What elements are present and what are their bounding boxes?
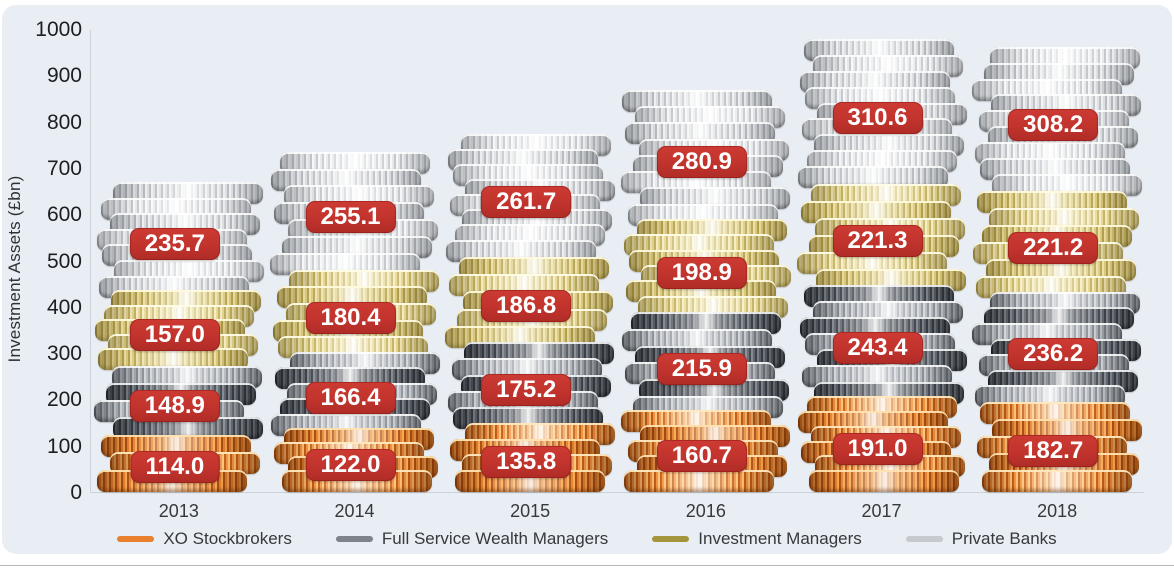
value-badge: 221.3 (832, 224, 923, 257)
legend-item: Investment Managers (652, 529, 862, 549)
silver-coin (446, 239, 597, 262)
value-badge: 166.4 (305, 382, 396, 414)
plot-area: 0 100 200 300 400 500 600 700 800 900 1000 2013 2014… (35, 19, 1144, 521)
silver-coin (279, 151, 430, 174)
value-badge: 122.0 (305, 448, 396, 481)
dark-silver-coin (975, 385, 1126, 408)
chart-panel: Investment Assets (£bn) 0 100 200 300 400 500… (2, 5, 1172, 554)
gold-coin (800, 200, 951, 223)
legend: XO Stockbrokers Full Service Wealth Manag… (2, 529, 1172, 549)
value-badge: 280.9 (656, 145, 747, 178)
coin-stack: 135.8 175.2 186.8 261.7 (445, 133, 616, 492)
value-badge: 135.8 (481, 445, 572, 478)
legend-swatch-icon (652, 536, 690, 542)
silver-coin (269, 252, 420, 275)
y-tick-label: 700 (46, 156, 82, 180)
y-tick-label: 800 (46, 110, 82, 134)
y-tick-label: 900 (46, 64, 82, 88)
y-tick-label: 500 (46, 249, 82, 273)
x-tick-label: 2015 (510, 501, 551, 521)
legend-swatch-icon (335, 536, 373, 542)
x-tick-label: 2018 (1037, 501, 1078, 521)
y-tick-label: 300 (46, 342, 82, 366)
coin-stack: 122.0 166.4 180.4 255.1 (269, 151, 440, 492)
silver-coin (270, 168, 421, 191)
coin-stack: 182.7 236.2 221.2 308.2 (972, 46, 1143, 492)
x-tick-label: 2014 (334, 501, 375, 521)
value-badge: 235.7 (129, 228, 220, 261)
orange-coin (980, 402, 1131, 425)
coin-stack: 191.0 243.4 221.3 310.6 (796, 38, 967, 492)
silver-coin (797, 166, 948, 189)
bottom-divider (0, 565, 1174, 566)
value-badge: 261.7 (481, 185, 572, 218)
value-badge: 148.9 (129, 389, 220, 422)
value-badge: 243.4 (832, 332, 923, 365)
dark-silver-coin (111, 365, 262, 388)
x-tick-label: 2013 (158, 501, 199, 521)
value-badge: 255.1 (305, 200, 396, 233)
coin-stack: 160.7 215.9 198.9 280.9 (620, 89, 791, 492)
x-tick-label: 2016 (685, 501, 726, 521)
x-tick-label: 2017 (861, 501, 902, 521)
dark-silver-coin (112, 417, 263, 440)
gold-coin (986, 258, 1137, 281)
gold-coin (459, 256, 610, 279)
legend-label: Full Service Wealth Managers (381, 529, 609, 548)
value-badge: 308.2 (1008, 109, 1099, 142)
legend-item: XO Stockbrokers (117, 529, 292, 549)
legend-swatch-icon (905, 536, 943, 542)
legend-label: XO Stockbrokers (163, 529, 292, 548)
orange-coin (808, 470, 959, 492)
value-badge: 160.7 (656, 439, 747, 472)
dark-silver-coin (621, 328, 772, 351)
gold-coin (288, 269, 439, 292)
y-tick-label: 400 (46, 295, 82, 319)
dark-silver-coin (630, 312, 781, 335)
legend-item: Private Banks (905, 529, 1057, 549)
y-tick-label: 600 (46, 203, 82, 227)
value-badge: 215.9 (656, 352, 747, 385)
y-tick-label: 200 (46, 388, 82, 412)
y-tick-label: 1000 (35, 18, 82, 41)
y-tick-label: 0 (70, 481, 82, 504)
gold-coin (796, 251, 947, 274)
silver-coin (281, 236, 432, 259)
value-badge: 157.0 (129, 318, 220, 351)
value-badge: 191.0 (832, 432, 923, 465)
value-badge: 175.2 (481, 373, 572, 406)
value-badge: 221.2 (1008, 231, 1099, 264)
gold-coin (637, 295, 788, 318)
silver-coin (992, 173, 1143, 196)
legend-swatch-icon (117, 536, 155, 542)
value-badge: 198.9 (656, 256, 747, 289)
value-badge: 310.6 (832, 101, 923, 134)
legend-label: Investment Managers (698, 529, 862, 548)
value-badge: 180.4 (305, 301, 396, 334)
orange-coin (982, 470, 1133, 492)
legend-label: Private Banks (951, 529, 1057, 548)
legend-item: Full Service Wealth Managers (335, 529, 609, 549)
value-badge: 114.0 (130, 450, 220, 483)
gold-coin (977, 190, 1128, 213)
gold-coin (989, 207, 1140, 230)
value-badge: 182.7 (1008, 434, 1099, 467)
coin-stack: 114.0 148.9 157.0 235.7 (93, 182, 264, 492)
value-badge: 236.2 (1008, 337, 1099, 370)
value-badge: 186.8 (481, 289, 572, 322)
orange-coin (623, 470, 774, 492)
gold-coin (97, 348, 248, 371)
gold-coin (810, 183, 961, 206)
y-tick-label: 100 (46, 434, 82, 458)
